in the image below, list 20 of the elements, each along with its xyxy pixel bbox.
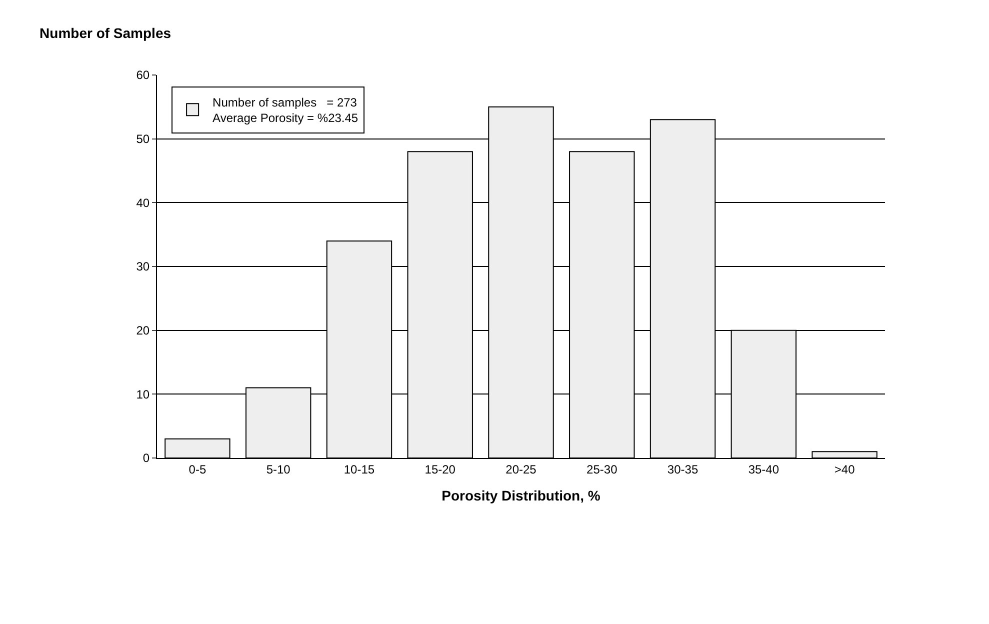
x-tick-label: 0-5 (188, 462, 206, 476)
x-tick-label: 15-20 (424, 462, 456, 476)
y-tick-label: 30 (136, 260, 150, 274)
y-tick-label: 50 (136, 132, 150, 146)
legend-label: Number of samples = 273 (212, 95, 358, 110)
y-tick-label: 20 (136, 324, 150, 338)
x-tick-label: 30-35 (667, 462, 698, 476)
y-tick-label: 60 (136, 68, 150, 82)
y-tick-label: 10 (136, 387, 150, 402)
annotation: Average Porosity = %23.45 (212, 111, 358, 126)
x-tick-label: 20-25 (506, 462, 537, 476)
x-tick-label: 5-10 (266, 462, 291, 476)
x-tick-label: 35-40 (748, 462, 780, 476)
x-tick-label: >40 (834, 462, 856, 476)
y-tick-label: 0 (142, 451, 150, 466)
x-tick-label: 25-30 (586, 462, 618, 476)
x-tick-label: 10-15 (344, 462, 375, 476)
y-tick-label: 40 (136, 196, 150, 210)
x-axis-title: Porosity Distribution, % (442, 488, 601, 504)
chart-title: Number of Samples (40, 24, 172, 41)
